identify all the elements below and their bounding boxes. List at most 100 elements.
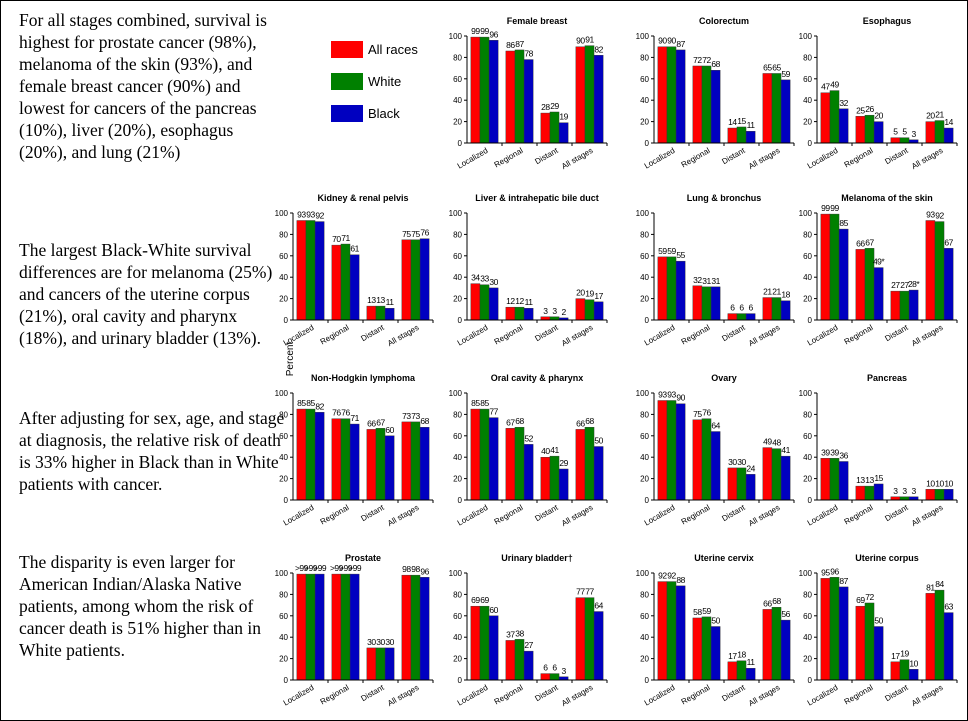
bar — [314, 573, 325, 681]
bar — [349, 423, 360, 501]
bar — [736, 467, 747, 501]
value-label: 85 — [839, 218, 848, 228]
bar — [820, 458, 831, 501]
bar — [593, 55, 604, 144]
value-label: 49 — [763, 437, 772, 447]
bar — [820, 578, 831, 681]
bar — [855, 116, 866, 144]
bar — [584, 299, 595, 321]
chart-title: Liver & intrahepatic bile duct — [475, 193, 599, 203]
bar — [771, 73, 782, 144]
value-label: 84 — [935, 579, 944, 589]
bar — [349, 254, 360, 321]
y-tick-label: 20 — [279, 295, 288, 304]
bar — [505, 306, 516, 321]
value-label: 78 — [524, 49, 533, 59]
bar — [488, 417, 499, 501]
y-tick-label: 100 — [799, 569, 813, 578]
bar — [488, 40, 499, 144]
y-tick-label: 60 — [453, 612, 462, 621]
value-label: 90 — [676, 393, 685, 403]
bar — [384, 308, 395, 321]
value-label: 58 — [693, 607, 702, 617]
value-label: 6 — [739, 303, 744, 313]
value-label: 98 — [402, 564, 411, 574]
chart-title: Pancreas — [867, 373, 907, 383]
bar — [375, 647, 386, 681]
y-tick-label: 0 — [808, 316, 813, 325]
bar — [657, 581, 668, 681]
value-label: 59 — [702, 606, 711, 616]
value-label: 82 — [315, 401, 324, 411]
y-tick-label: 0 — [458, 676, 463, 685]
bar — [692, 65, 703, 144]
y-tick-label: 0 — [808, 676, 813, 685]
bar — [908, 669, 919, 681]
chart-title: Urinary bladder† — [501, 553, 573, 563]
value-label: 48 — [772, 438, 781, 448]
value-label: 3 — [893, 486, 898, 496]
value-label: 3 — [543, 306, 548, 316]
value-label: 5 — [902, 127, 907, 137]
x-tick-label: All stages — [910, 503, 945, 528]
value-label: 17 — [594, 291, 603, 301]
paragraph: The disparity is even larger for America… — [19, 552, 261, 660]
chart-title: Non-Hodgkin lymphoma — [311, 373, 416, 383]
y-tick-label: 0 — [808, 496, 813, 505]
value-label: 93 — [297, 209, 306, 219]
bar — [890, 137, 901, 144]
bar — [736, 660, 747, 681]
x-tick-label: All stages — [747, 323, 782, 348]
value-label: 27 — [891, 280, 900, 290]
bar — [934, 120, 945, 144]
x-tick-label: Regional — [680, 503, 712, 527]
value-label: 34 — [471, 273, 480, 283]
y-tick-label: 0 — [284, 676, 289, 685]
y-tick-label: 0 — [645, 316, 650, 325]
value-label: 6 — [748, 303, 753, 313]
value-label: 68 — [515, 416, 524, 426]
value-label: 60 — [489, 605, 498, 615]
value-label: 61 — [350, 244, 359, 254]
value-label: 19 — [559, 112, 568, 122]
y-tick-label: 40 — [453, 633, 462, 642]
bar — [873, 121, 884, 144]
bar — [549, 455, 560, 501]
value-label: 18 — [737, 650, 746, 660]
value-label: 31 — [702, 276, 711, 286]
x-tick-label: Regional — [493, 146, 525, 170]
y-tick-label: 80 — [279, 590, 288, 599]
bar — [745, 474, 756, 501]
y-tick-label: 100 — [636, 32, 650, 41]
value-label: 93 — [658, 389, 667, 399]
value-label: 13 — [865, 475, 874, 485]
bar — [558, 468, 569, 501]
value-label: 92 — [315, 211, 324, 221]
value-label: 39 — [830, 447, 839, 457]
bar — [899, 137, 910, 144]
bar — [384, 435, 395, 501]
bar — [701, 616, 712, 681]
value-label: 69 — [480, 595, 489, 605]
y-tick-label: 20 — [279, 475, 288, 484]
value-label: 11 — [525, 297, 534, 307]
chart-title: Lung & bronchus — [687, 193, 762, 203]
value-label: 76 — [702, 408, 711, 418]
chart-title: Prostate — [345, 553, 381, 563]
bar — [943, 248, 954, 321]
x-tick-label: Distant — [720, 323, 747, 344]
bar — [934, 589, 945, 681]
bar — [780, 79, 791, 144]
value-label: 67 — [506, 417, 515, 427]
x-tick-label: Regional — [493, 503, 525, 527]
x-tick-label: Regional — [843, 683, 875, 707]
value-label: 55 — [676, 250, 685, 260]
x-tick-label: Localized — [643, 683, 677, 708]
value-label: 15 — [874, 473, 883, 483]
value-label: 71 — [341, 233, 350, 243]
bar — [575, 298, 586, 321]
bar — [727, 127, 738, 144]
bar — [593, 446, 604, 501]
value-label: 92 — [658, 571, 667, 581]
bar — [873, 626, 884, 681]
